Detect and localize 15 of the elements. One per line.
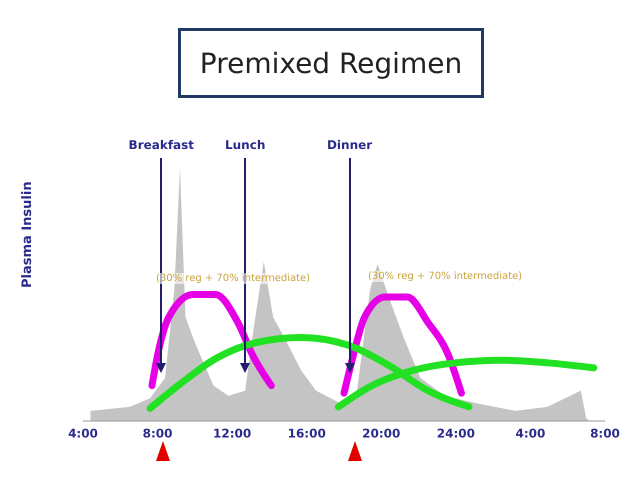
ref-line-label: Lunch (224, 138, 266, 152)
x-tick-label: 20:00 (362, 426, 400, 441)
annotation: (30% reg + 70% intermediate) (156, 273, 310, 284)
chart-title: Premixed Regimen (178, 28, 484, 98)
ref-line-label: Breakfast (128, 138, 194, 152)
annotation: (30% reg + 70% intermediate) (368, 271, 522, 282)
y-axis-title: Plasma Insulin (20, 181, 35, 288)
ref-line-label: Dinner (326, 138, 372, 152)
x-tick-label: 8:00 (590, 426, 620, 441)
x-tick-label: 16:00 (288, 426, 326, 441)
x-tick-label: 4:00 (68, 426, 98, 441)
x-tick-label: 24:00 (436, 426, 475, 441)
x-tick-label: 8:00 (142, 426, 172, 441)
x-tick-label: 4:00 (516, 426, 546, 441)
x-tick-label: 12:00 (213, 426, 252, 441)
